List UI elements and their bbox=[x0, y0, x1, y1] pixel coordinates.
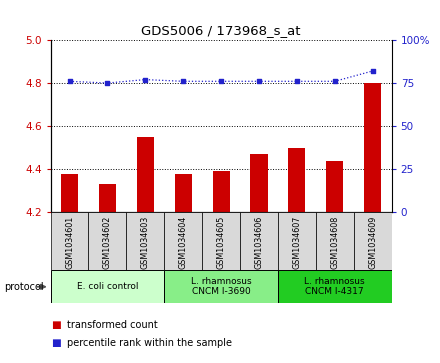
Bar bbox=[88, 212, 126, 270]
Point bbox=[142, 77, 149, 82]
Bar bbox=[175, 174, 192, 212]
Text: E. coli control: E. coli control bbox=[77, 282, 138, 291]
Bar bbox=[316, 212, 354, 270]
Point bbox=[293, 78, 301, 84]
Bar bbox=[137, 137, 154, 212]
Text: GSM1034601: GSM1034601 bbox=[65, 215, 74, 269]
Point bbox=[256, 78, 263, 84]
Text: GSM1034606: GSM1034606 bbox=[254, 215, 264, 269]
Bar bbox=[126, 212, 164, 270]
Text: GSM1034603: GSM1034603 bbox=[141, 215, 150, 269]
Text: ■: ■ bbox=[51, 320, 60, 330]
Bar bbox=[202, 212, 240, 270]
Point bbox=[104, 80, 111, 86]
Bar bbox=[250, 154, 268, 212]
Text: percentile rank within the sample: percentile rank within the sample bbox=[67, 338, 232, 348]
Bar bbox=[99, 184, 116, 212]
Title: GDS5006 / 173968_s_at: GDS5006 / 173968_s_at bbox=[141, 24, 301, 37]
Bar bbox=[164, 270, 278, 303]
Bar bbox=[278, 270, 392, 303]
Point bbox=[66, 78, 73, 84]
Text: transformed count: transformed count bbox=[67, 320, 158, 330]
Bar bbox=[51, 270, 164, 303]
Text: GSM1034605: GSM1034605 bbox=[216, 215, 226, 269]
Text: protocol: protocol bbox=[4, 282, 44, 292]
Bar bbox=[240, 212, 278, 270]
Bar bbox=[354, 212, 392, 270]
Bar bbox=[326, 160, 343, 212]
Text: L. rhamnosus
CNCM I-3690: L. rhamnosus CNCM I-3690 bbox=[191, 277, 251, 297]
Text: GSM1034602: GSM1034602 bbox=[103, 215, 112, 269]
Bar bbox=[364, 83, 381, 212]
Bar bbox=[288, 148, 305, 212]
Bar bbox=[278, 212, 316, 270]
Bar bbox=[213, 171, 230, 212]
Point bbox=[369, 68, 376, 74]
Point bbox=[218, 78, 225, 84]
Text: GSM1034608: GSM1034608 bbox=[330, 215, 339, 269]
Text: GSM1034604: GSM1034604 bbox=[179, 215, 188, 269]
Point bbox=[331, 78, 338, 84]
Text: L. rhamnosus
CNCM I-4317: L. rhamnosus CNCM I-4317 bbox=[304, 277, 365, 297]
Bar bbox=[51, 212, 88, 270]
Bar bbox=[61, 174, 78, 212]
Text: GSM1034609: GSM1034609 bbox=[368, 215, 377, 269]
Text: GSM1034607: GSM1034607 bbox=[292, 215, 301, 269]
Point bbox=[180, 78, 187, 84]
Bar bbox=[164, 212, 202, 270]
Text: ■: ■ bbox=[51, 338, 60, 348]
